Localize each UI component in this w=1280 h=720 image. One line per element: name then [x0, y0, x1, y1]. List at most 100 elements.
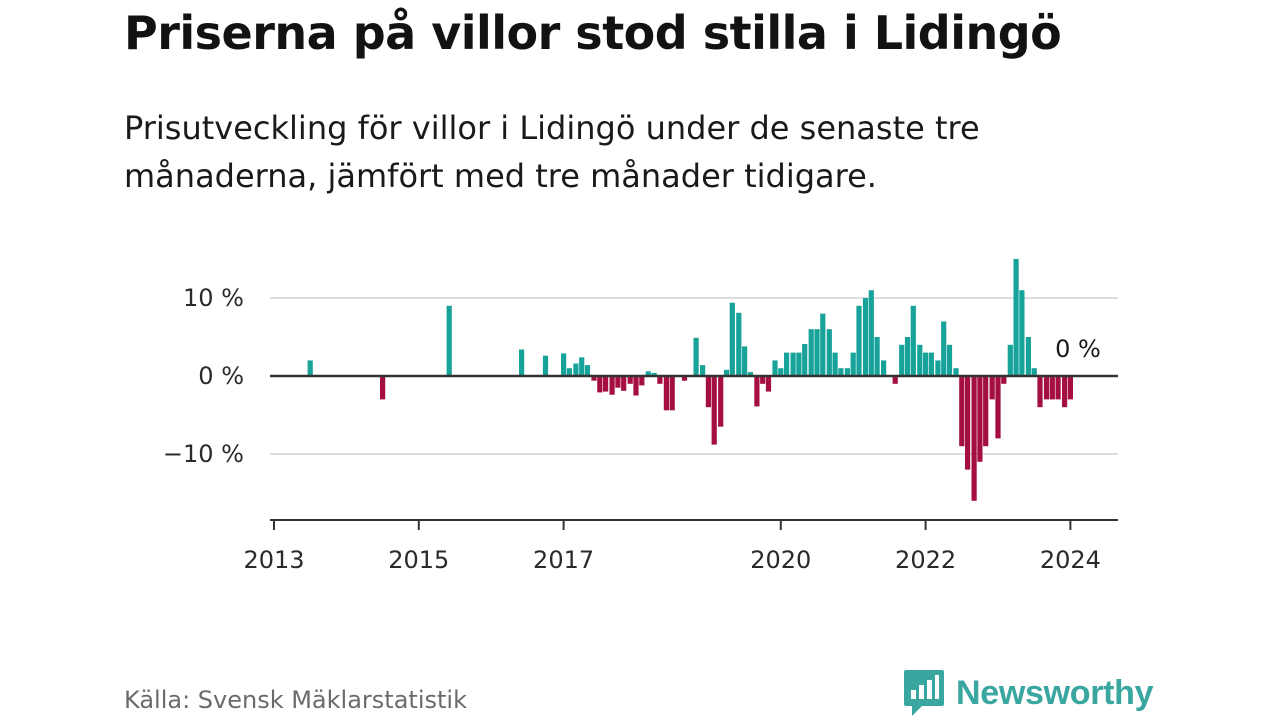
bar-positive: [1025, 337, 1031, 376]
bar-positive: [826, 329, 832, 376]
bar-negative: [621, 376, 627, 391]
bar-positive: [729, 302, 735, 376]
tick-labels: −10 % 0 % 10 % 2013 2015 2017 2020 2022 2024 0 %: [163, 284, 1101, 574]
brand-name: Newsworthy: [956, 673, 1154, 712]
bar-positive: [917, 344, 923, 376]
bar-negative: [765, 376, 772, 392]
bar-negative: [603, 376, 609, 392]
bar-negative: [718, 376, 724, 427]
bar-positive: [784, 352, 790, 376]
bar-negative: [1049, 376, 1055, 400]
bar-positive: [953, 368, 959, 376]
bar-positive: [814, 329, 820, 376]
bar-negative: [657, 376, 663, 384]
bar-positive: [862, 298, 869, 376]
bar-negative: [627, 376, 633, 384]
bar-negative: [1001, 376, 1007, 384]
bar-positive: [584, 365, 591, 376]
bar-negative: [1067, 376, 1073, 400]
y-tick-label: 0 %: [198, 362, 244, 390]
bar-positive: [868, 290, 874, 376]
bar-negative: [983, 376, 989, 447]
bar-positive: [566, 368, 572, 376]
chart-subtitle: Prisutveckling för villor i Lidingö unde…: [124, 109, 980, 195]
x-tick-label: 2022: [895, 546, 956, 574]
bar-negative: [754, 376, 760, 407]
bar-positive: [778, 368, 784, 376]
bar-negative: [971, 376, 977, 501]
bar-negative: [892, 376, 898, 384]
bar-positive: [928, 352, 934, 376]
bar-negative: [1055, 376, 1061, 400]
bar-negative: [663, 376, 669, 411]
bar-positive: [820, 313, 826, 376]
bar-positive: [723, 369, 730, 376]
x-tick-label: 2024: [1040, 546, 1101, 574]
bar-positive: [850, 352, 856, 376]
x-tick-label: 2013: [243, 546, 304, 574]
bar-negative: [615, 376, 621, 388]
bar-positive: [700, 365, 706, 376]
bar-positive: [1031, 368, 1037, 376]
bar-positive: [645, 371, 651, 376]
bar-positive: [651, 372, 657, 376]
bar-negative: [711, 376, 717, 445]
bar-positive: [904, 337, 911, 376]
bar-positive: [742, 346, 748, 376]
bar-positive: [838, 368, 844, 376]
bar-negative: [989, 376, 995, 400]
bar-positive: [561, 353, 567, 376]
bar-positive: [307, 360, 313, 376]
bar-positive: [519, 349, 525, 376]
x-tick-label: 2017: [533, 546, 594, 574]
bar-negative: [609, 376, 615, 395]
bar-positive: [881, 360, 887, 376]
bar-positive: [1013, 259, 1019, 376]
bar-negative: [977, 376, 983, 462]
bar-positive: [941, 321, 947, 376]
bar-positive: [579, 357, 585, 376]
bar-negative: [760, 376, 766, 384]
bar-positive: [772, 360, 778, 376]
bar-positive: [446, 305, 452, 376]
axes: [270, 374, 1118, 530]
bar-negative: [959, 376, 965, 447]
bar-positive: [946, 344, 953, 376]
x-tick-label: 2020: [750, 546, 811, 574]
bar-positive: [693, 337, 699, 376]
bar-positive: [747, 372, 753, 376]
y-tick-label: 10 %: [183, 284, 244, 312]
bar-positive: [910, 305, 916, 376]
bar-positive: [923, 352, 929, 376]
newsworthy-logo-icon: [904, 670, 944, 716]
bar-positive: [832, 352, 838, 376]
bar-negative: [965, 376, 971, 470]
bar-positive: [899, 344, 905, 376]
bar-negative: [669, 376, 675, 411]
bar-positive: [874, 337, 880, 376]
bar-positive: [935, 360, 941, 376]
bar-negative: [639, 376, 645, 386]
bar-negative: [1037, 376, 1043, 408]
bar-positive: [736, 312, 742, 376]
bar-positive: [573, 363, 579, 376]
bar-positive: [1007, 344, 1013, 376]
bar-negative: [1043, 376, 1050, 400]
bar-negative: [380, 376, 386, 400]
bar-positive: [542, 355, 549, 376]
bar-negative: [705, 376, 711, 408]
brand-logo: Newsworthy: [902, 668, 1154, 718]
source-note: Källa: Svensk Mäklarstatistik: [124, 686, 467, 714]
bar-positive: [844, 368, 850, 376]
bar-negative: [995, 376, 1001, 439]
bar-positive: [808, 329, 814, 376]
chart-title: Priserna på villor stod stilla i Lidingö: [124, 6, 1062, 60]
bar-negative: [597, 376, 603, 393]
last-value-label: 0 %: [1055, 335, 1101, 363]
bar-negative: [591, 376, 597, 381]
bar-negative: [681, 376, 688, 381]
bar-positive: [1019, 290, 1025, 376]
bar-positive: [790, 352, 796, 376]
bar-negative: [633, 376, 639, 396]
